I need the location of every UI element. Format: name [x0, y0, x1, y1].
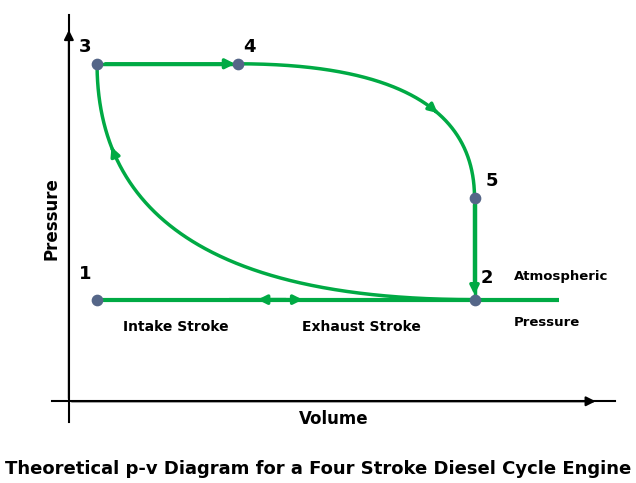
- Text: 3: 3: [79, 38, 92, 56]
- Y-axis label: Pressure: Pressure: [43, 177, 60, 260]
- Text: Atmospheric: Atmospheric: [514, 270, 608, 284]
- Text: Intake Stroke: Intake Stroke: [123, 320, 229, 334]
- Text: 1: 1: [79, 265, 92, 284]
- Text: Pressure: Pressure: [514, 316, 580, 329]
- Point: [92, 296, 102, 303]
- Text: Theoretical p-v Diagram for a Four Stroke Diesel Cycle Engine: Theoretical p-v Diagram for a Four Strok…: [5, 460, 631, 478]
- Text: 2: 2: [480, 270, 493, 287]
- Text: 4: 4: [244, 38, 256, 56]
- Text: Exhaust Stroke: Exhaust Stroke: [302, 320, 421, 334]
- Text: 5: 5: [486, 172, 498, 190]
- X-axis label: Volume: Volume: [299, 410, 368, 427]
- Point: [469, 296, 480, 303]
- Point: [233, 60, 243, 68]
- Point: [92, 60, 102, 68]
- Point: [469, 194, 480, 202]
